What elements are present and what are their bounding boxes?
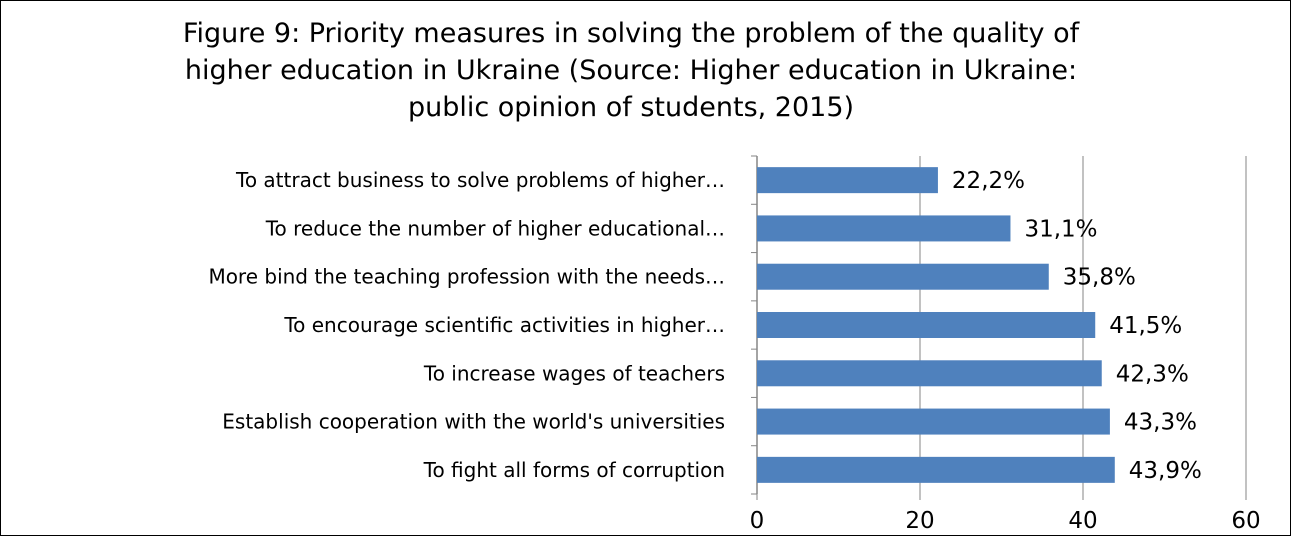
x-tick-label: 20 [905, 508, 934, 534]
category-label: To attract business to solve problems of… [235, 168, 725, 192]
x-tick-label: 60 [1231, 508, 1260, 534]
chart-title: Figure 9: Priority measures in solving t… [182, 18, 1080, 123]
bar [757, 263, 1049, 290]
category-label: More bind the teaching profession with t… [208, 265, 725, 289]
bar [757, 456, 1115, 483]
bar [757, 312, 1096, 338]
category-label: To reduce the number of higher education… [265, 216, 725, 240]
bar [757, 167, 938, 194]
data-label: 35,8% [1063, 265, 1136, 291]
data-label: 42,3% [1116, 361, 1189, 387]
category-label: To fight all forms of corruption [423, 458, 725, 482]
data-label: 22,2% [952, 168, 1025, 194]
data-label: 41,5% [1109, 313, 1182, 339]
x-tick-label: 0 [750, 508, 765, 534]
category-label: To increase wages of teachers [423, 361, 725, 385]
data-label: 31,1% [1024, 216, 1097, 242]
bar [757, 360, 1102, 387]
data-label: 43,9% [1129, 458, 1202, 484]
bar [757, 408, 1110, 435]
x-tick-label: 40 [1068, 508, 1097, 534]
bar [757, 215, 1011, 242]
data-label: 43,3% [1124, 410, 1197, 436]
category-label: Establish cooperation with the world's u… [222, 410, 725, 434]
category-label: To encourage scientific activities in hi… [283, 313, 725, 337]
